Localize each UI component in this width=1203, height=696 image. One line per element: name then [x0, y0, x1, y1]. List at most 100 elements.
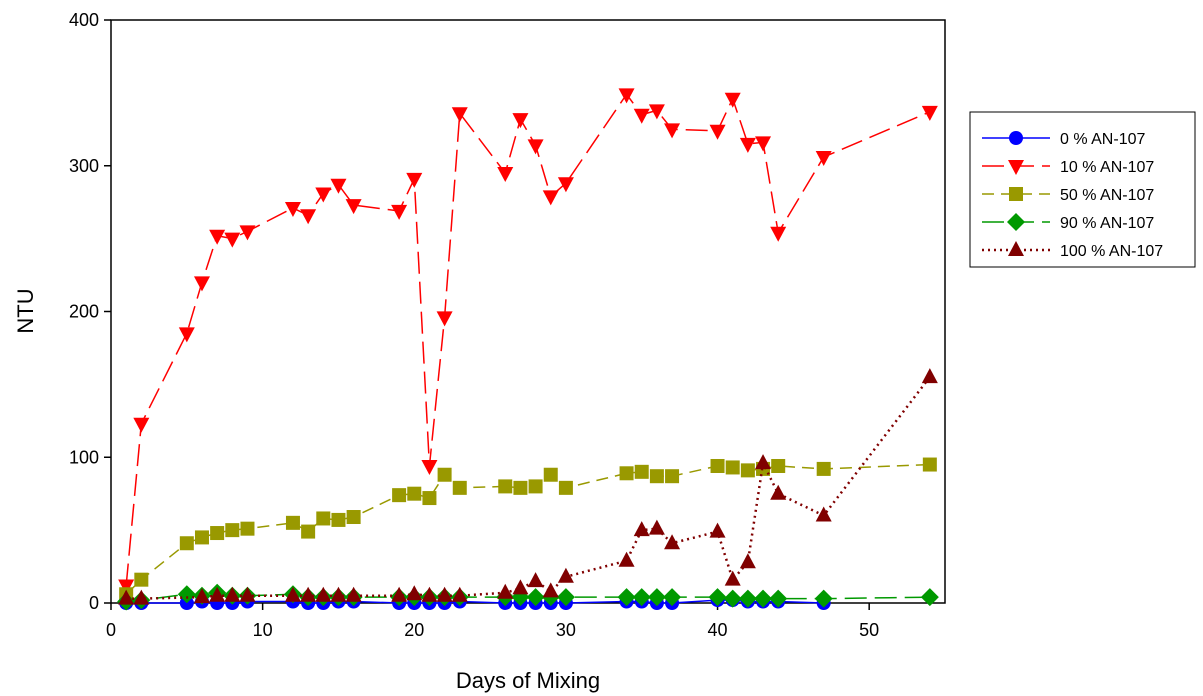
data-point	[709, 522, 726, 538]
data-point	[649, 469, 664, 484]
data-point	[315, 586, 332, 602]
data-point	[617, 588, 636, 607]
data-point	[633, 521, 650, 537]
y-axis-title: NTU	[13, 288, 38, 333]
data-point	[922, 457, 937, 472]
data-point	[526, 588, 545, 607]
data-point	[921, 105, 938, 121]
y-tick-label: 400	[69, 10, 99, 30]
data-point	[406, 585, 423, 601]
data-point	[330, 586, 347, 602]
data-point	[498, 479, 513, 494]
x-axis-title: Days of Mixing	[456, 668, 600, 693]
series-3	[119, 457, 937, 602]
data-point	[771, 458, 786, 473]
data-point	[816, 461, 831, 476]
data-point	[709, 124, 726, 140]
data-point	[527, 139, 544, 155]
data-point	[557, 177, 574, 193]
data-point	[118, 579, 135, 595]
series-group	[117, 88, 939, 611]
x-tick-label: 0	[106, 620, 116, 640]
data-point	[134, 572, 149, 587]
data-point	[619, 466, 634, 481]
data-point	[225, 523, 240, 538]
data-point	[284, 586, 301, 602]
data-point	[224, 232, 241, 248]
data-point	[437, 467, 452, 482]
data-point	[723, 589, 742, 608]
data-point	[224, 586, 241, 602]
x-tick-label: 20	[404, 620, 424, 640]
data-point	[194, 530, 209, 545]
data-point	[725, 460, 740, 475]
legend-label: 10 % AN-107	[1060, 159, 1154, 176]
data-point	[300, 209, 317, 225]
legend-label: 100 % AN-107	[1060, 243, 1163, 260]
data-point	[422, 491, 437, 506]
data-point	[391, 586, 408, 602]
data-point	[209, 586, 226, 602]
x-axis-ticks: 0 10 20 30 40 50	[106, 603, 879, 640]
data-point	[740, 463, 755, 478]
data-point	[118, 589, 135, 605]
x-tick-label: 50	[859, 620, 879, 640]
data-point	[542, 190, 559, 206]
data-point	[345, 586, 362, 602]
y-tick-label: 100	[69, 447, 99, 467]
data-point	[754, 589, 773, 608]
plot-area	[110, 19, 946, 604]
data-point	[664, 123, 681, 139]
data-point	[648, 104, 665, 120]
data-point	[664, 534, 681, 550]
data-point	[392, 488, 407, 503]
data-point	[512, 113, 529, 129]
data-point	[451, 586, 468, 602]
data-point	[301, 524, 316, 539]
data-point	[210, 526, 225, 541]
data-point	[543, 467, 558, 482]
legend-marker	[1009, 131, 1023, 145]
legend-marker	[1008, 160, 1024, 175]
data-point	[391, 204, 408, 220]
data-point	[497, 167, 514, 183]
legend-marker	[1009, 187, 1023, 201]
data-point	[557, 567, 574, 583]
data-point	[436, 311, 453, 327]
data-point	[558, 480, 573, 495]
legend-label: 90 % AN-107	[1060, 215, 1154, 232]
data-point	[724, 92, 741, 108]
data-point	[647, 588, 666, 607]
series-2	[118, 88, 938, 595]
y-tick-label: 200	[69, 302, 99, 322]
y-tick-label: 300	[69, 156, 99, 176]
data-point	[618, 88, 635, 104]
data-point	[739, 553, 756, 569]
data-point	[738, 589, 757, 608]
data-point	[542, 582, 559, 598]
data-point	[512, 579, 529, 595]
data-point	[133, 417, 150, 433]
data-point	[300, 586, 317, 602]
legend-label: 50 % AN-107	[1060, 187, 1154, 204]
series-line	[126, 376, 931, 600]
data-point	[513, 480, 528, 495]
data-point	[769, 589, 788, 608]
y-tick-label: 0	[89, 593, 99, 613]
data-point	[497, 583, 514, 599]
legend: 0 % AN-107 10 % AN-107 50 % AN-107 90 % AN-…	[969, 111, 1196, 268]
data-point	[177, 585, 196, 604]
data-point	[632, 588, 651, 607]
data-point	[755, 136, 772, 152]
data-point	[421, 586, 438, 602]
data-point	[921, 368, 938, 384]
data-point	[755, 454, 772, 470]
data-point	[436, 586, 453, 602]
legend-item: 0 % AN-107	[982, 131, 1145, 148]
data-point	[316, 511, 331, 526]
x-tick-label: 30	[556, 620, 576, 640]
data-point	[663, 588, 682, 607]
data-point	[346, 510, 361, 525]
legend-item: 100 % AN-107	[982, 241, 1163, 260]
